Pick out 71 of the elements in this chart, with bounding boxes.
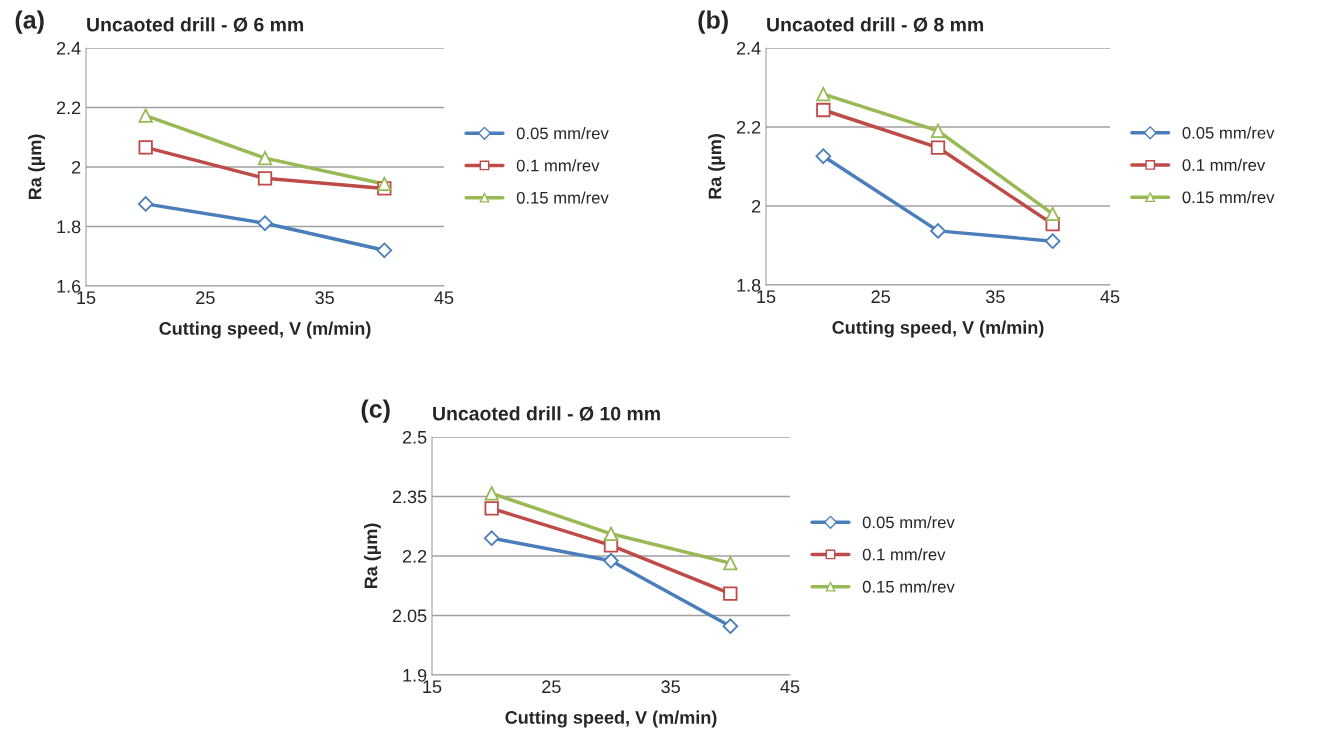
x-axis-title: Cutting speed, V (m/min) [832, 320, 1044, 338]
point [930, 123, 946, 139]
legend-label: 0.15 mm/rev [1182, 190, 1275, 204]
y-axis-title: Ra (µm) [364, 523, 381, 589]
legend-label: 0.05 mm/rev [1182, 126, 1275, 139]
y-tick-label: 2 [752, 199, 761, 213]
point [484, 501, 499, 516]
y-tick-label: 1.6 [57, 279, 81, 293]
point [138, 140, 153, 155]
point [723, 555, 738, 571]
point [603, 526, 619, 541]
chart-title: Uncaoted drill - Ø 6 mm [87, 17, 304, 33]
y-tick-label: 2.2 [736, 120, 761, 134]
y-axis-title: Ra (µm) [708, 134, 725, 199]
x-tick-label: 15 [77, 291, 96, 305]
y-tick-label: 2.2 [56, 101, 81, 115]
point [816, 87, 831, 102]
point [722, 618, 739, 634]
point [816, 102, 831, 118]
text: (c) [361, 399, 390, 423]
y-tick-label: 2.35 [392, 490, 427, 504]
y-tick-label: 2.4 [56, 41, 81, 55]
point [257, 215, 273, 232]
point [484, 486, 499, 501]
text: (b) [698, 10, 728, 34]
point [723, 586, 738, 601]
point [376, 242, 393, 259]
point [930, 223, 946, 239]
legend-label: 0.1 mm/rev [862, 548, 946, 561]
y-tick-label: 2.05 [392, 609, 427, 623]
point [1045, 206, 1060, 222]
x-axis-title: Cutting speed, V (m/min) [505, 710, 717, 728]
y-tick-label: 2.4 [736, 41, 761, 55]
y-tick-label: 2.5 [402, 430, 427, 444]
x-tick-label: 35 [661, 680, 680, 694]
point [483, 530, 500, 546]
point [257, 171, 273, 186]
legend-label: 0.15 mm/rev [862, 580, 955, 593]
legend-label: 0.1 mm/rev [516, 159, 600, 172]
chart-title: Uncaoted drill - Ø 10 mm [433, 406, 660, 422]
point [815, 148, 832, 165]
y-tick-label: 1.9 [403, 668, 427, 682]
legend-label: 0.1 mm/rev [1182, 158, 1266, 171]
y-tick-label: 2.2 [402, 549, 427, 563]
point [377, 176, 392, 192]
y-tick-label: 2 [72, 160, 81, 174]
point [603, 552, 619, 569]
point [1044, 233, 1061, 249]
point [137, 196, 154, 212]
text: (a) [15, 10, 44, 34]
chart-title: Uncaoted drill - Ø 8 mm [767, 17, 984, 33]
point [138, 108, 153, 123]
x-tick-label: 25 [196, 291, 215, 305]
x-tick-label: 15 [757, 290, 776, 304]
y-tick-label: 1.8 [737, 278, 761, 292]
legend-label: 0.15 mm/rev [516, 191, 609, 204]
x-tick-label: 15 [423, 680, 442, 694]
x-tick-label: 45 [1100, 290, 1120, 304]
x-tick-label: 25 [542, 680, 561, 694]
x-tick-label: 35 [315, 291, 334, 305]
legend-label: 0.05 mm/rev [862, 516, 955, 529]
x-tick-label: 45 [434, 291, 454, 305]
x-tick-label: 25 [871, 290, 890, 304]
point [257, 150, 273, 166]
point [930, 140, 946, 155]
legend-label: 0.05 mm/rev [516, 127, 609, 140]
y-axis-title: Ra (µm) [28, 134, 45, 200]
x-tick-label: 45 [780, 680, 800, 694]
x-axis-title: Cutting speed, V (m/min) [159, 321, 371, 339]
x-tick-label: 35 [985, 290, 1005, 304]
y-tick-label: 1.8 [57, 220, 81, 234]
